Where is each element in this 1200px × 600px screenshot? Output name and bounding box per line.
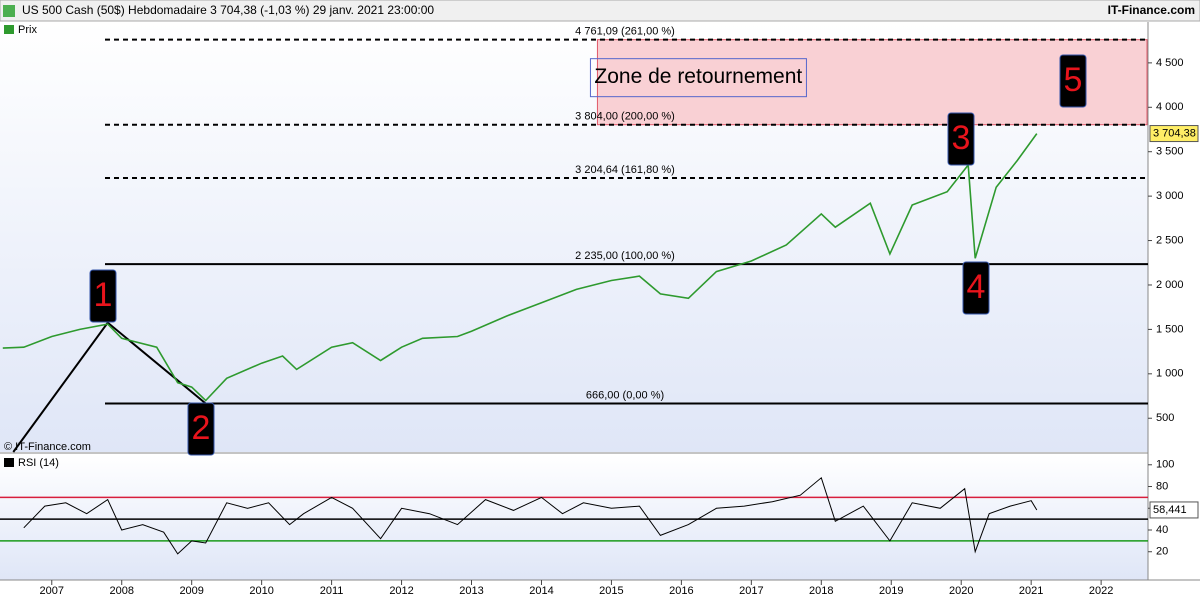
level-label: 3 804,00 (200,00 %): [575, 111, 675, 123]
wave-label: 1: [94, 276, 113, 314]
x-tick-label: 2018: [809, 585, 833, 597]
icon: [3, 5, 15, 17]
title-bar: [0, 0, 1200, 22]
last-value-label: 58,441: [1153, 504, 1187, 516]
x-tick-label: 2019: [879, 585, 903, 597]
x-tick-label: 2009: [179, 585, 203, 597]
x-tick-label: 2007: [40, 585, 64, 597]
legend-swatch: [4, 458, 14, 467]
x-tick-label: 2014: [529, 585, 553, 597]
watermark: © IT-Finance.com: [4, 441, 91, 453]
wave-box: [962, 261, 990, 315]
y-tick-label: 500: [1156, 412, 1174, 424]
y-tick-label: 1 000: [1156, 368, 1184, 380]
x-tick-label: 2008: [109, 585, 133, 597]
wave-label: 4: [967, 268, 986, 306]
y-tick-label: 80: [1156, 480, 1168, 492]
x-tick-label: 2010: [249, 585, 273, 597]
header-title: US 500 Cash (50$) Hebdomadaire 3 704,38 …: [22, 3, 434, 17]
legend-swatch: [4, 25, 14, 34]
wave-box: [947, 112, 975, 166]
wave-box: [187, 402, 215, 456]
wave-label: 5: [1064, 61, 1083, 99]
x-tick-label: 2022: [1089, 585, 1113, 597]
legend-label: RSI (14): [18, 457, 59, 469]
y-tick-label: 4 500: [1156, 57, 1184, 69]
y-tick-label: 40: [1156, 524, 1168, 536]
last-value-box: [1149, 501, 1199, 519]
y-tick-label: 3 500: [1156, 146, 1184, 158]
zone-label-box: [589, 58, 807, 98]
legend-label: Prix: [18, 24, 37, 36]
level-label: 666,00 (0,00 %): [586, 389, 664, 401]
wave-label: 3: [952, 119, 971, 157]
x-tick-label: 2021: [1019, 585, 1043, 597]
y-tick-label: 1 500: [1156, 323, 1184, 335]
last-value-box: [1149, 125, 1199, 143]
y-tick-label: 20: [1156, 546, 1168, 558]
x-tick-label: 2020: [949, 585, 973, 597]
series-line: [2, 133, 1038, 402]
x-tick-label: 2016: [669, 585, 693, 597]
y-tick-label: 4 000: [1156, 101, 1184, 113]
x-tick-label: 2015: [599, 585, 623, 597]
zone-label: Zone de retournement: [594, 65, 802, 88]
y-tick-label: 100: [1156, 459, 1174, 471]
y-tick-label: 2 000: [1156, 279, 1184, 291]
y-tick-label: 2 500: [1156, 234, 1184, 246]
last-value-label: 3 704,38: [1153, 127, 1196, 139]
y-tick-label: 3 000: [1156, 190, 1184, 202]
wave-box: [1059, 54, 1087, 108]
wave-line: [12, 321, 207, 453]
wave-box: [89, 269, 117, 323]
level-label: 3 204,64 (161,80 %): [575, 164, 675, 176]
x-tick-label: 2012: [389, 585, 413, 597]
x-tick-label: 2011: [320, 585, 344, 597]
level-label: 2 235,00 (100,00 %): [575, 250, 675, 262]
series-line: [23, 476, 1038, 555]
wave-label: 2: [192, 409, 211, 447]
zone: [596, 39, 1148, 126]
x-tick-label: 2013: [459, 585, 483, 597]
level-label: 4 761,09 (261,00 %): [575, 26, 675, 38]
x-tick-label: 2017: [739, 585, 763, 597]
rsi-panel: [0, 455, 1148, 580]
brand: IT-Finance.com: [1108, 3, 1195, 17]
